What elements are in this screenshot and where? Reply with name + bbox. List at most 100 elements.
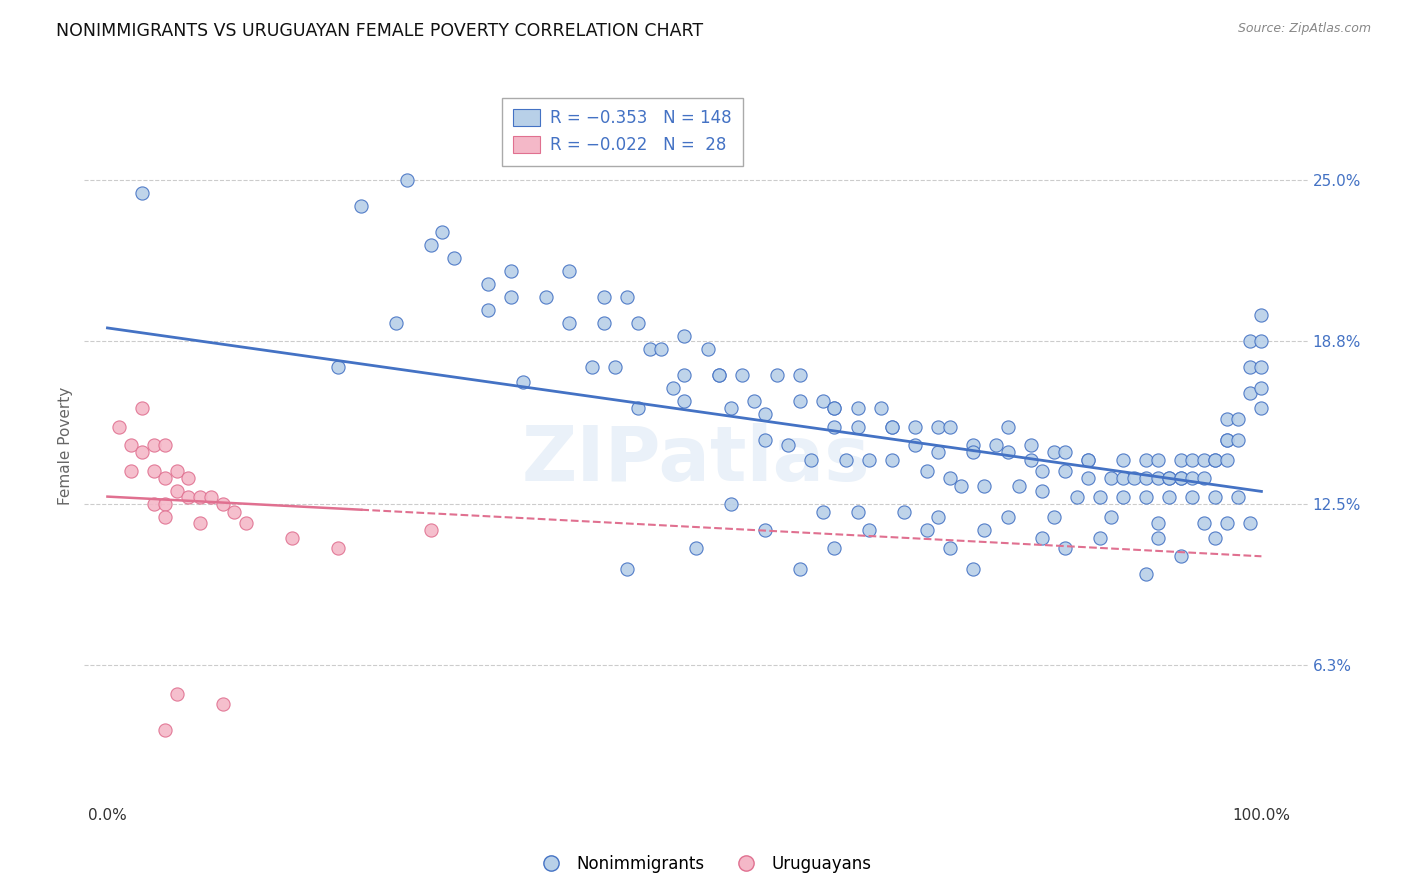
Text: Source: ZipAtlas.com: Source: ZipAtlas.com	[1237, 22, 1371, 36]
Point	[1088, 531, 1111, 545]
Point	[1170, 471, 1192, 485]
Point	[605, 359, 627, 374]
Point	[200, 490, 222, 504]
Point	[1146, 471, 1168, 485]
Point	[1099, 510, 1122, 524]
Point	[1031, 531, 1053, 545]
Point	[396, 173, 419, 187]
Point	[882, 419, 904, 434]
Point	[997, 445, 1019, 459]
Point	[997, 419, 1019, 434]
Point	[166, 687, 188, 701]
Point	[846, 419, 869, 434]
Point	[869, 401, 891, 416]
Point	[927, 419, 949, 434]
Point	[1112, 453, 1135, 467]
Point	[1146, 453, 1168, 467]
Point	[1239, 359, 1261, 374]
Point	[477, 302, 499, 317]
Point	[1204, 453, 1226, 467]
Point	[846, 401, 869, 416]
Point	[1135, 567, 1157, 582]
Point	[754, 524, 776, 538]
Point	[477, 277, 499, 291]
Point	[1192, 471, 1215, 485]
Point	[512, 376, 534, 390]
Point	[1008, 479, 1031, 493]
Point	[558, 316, 581, 330]
Point	[1170, 471, 1192, 485]
Point	[1250, 401, 1272, 416]
Point	[211, 497, 233, 511]
Point	[789, 562, 811, 576]
Point	[166, 484, 188, 499]
Point	[997, 510, 1019, 524]
Point	[823, 419, 845, 434]
Point	[1099, 471, 1122, 485]
Point	[224, 505, 246, 519]
Point	[1112, 471, 1135, 485]
Point	[120, 438, 142, 452]
Point	[142, 438, 165, 452]
Point	[835, 453, 858, 467]
Point	[430, 225, 453, 239]
Point	[962, 438, 984, 452]
Point	[915, 524, 938, 538]
Point	[1216, 433, 1239, 447]
Point	[823, 401, 845, 416]
Point	[707, 368, 730, 382]
Point	[1054, 541, 1077, 556]
Point	[419, 524, 441, 538]
Point	[592, 316, 614, 330]
Point	[188, 490, 211, 504]
Point	[1204, 490, 1226, 504]
Point	[742, 393, 765, 408]
Point	[1216, 411, 1239, 425]
Point	[720, 497, 742, 511]
Point	[1192, 516, 1215, 530]
Point	[1216, 516, 1239, 530]
Point	[1159, 471, 1181, 485]
Point	[1250, 308, 1272, 322]
Point	[328, 359, 350, 374]
Point	[707, 368, 730, 382]
Point	[893, 505, 915, 519]
Point	[1204, 453, 1226, 467]
Point	[754, 407, 776, 421]
Point	[166, 464, 188, 478]
Point	[1135, 453, 1157, 467]
Point	[153, 497, 176, 511]
Point	[1250, 359, 1272, 374]
Point	[153, 471, 176, 485]
Point	[1019, 453, 1042, 467]
Point	[131, 186, 153, 200]
Legend: R = −0.353   N = 148, R = −0.022   N =  28: R = −0.353 N = 148, R = −0.022 N = 28	[502, 97, 744, 166]
Point	[811, 393, 834, 408]
Point	[627, 401, 650, 416]
Point	[1031, 464, 1053, 478]
Point	[1250, 334, 1272, 348]
Point	[673, 393, 696, 408]
Point	[939, 541, 962, 556]
Point	[281, 531, 304, 545]
Point	[627, 316, 650, 330]
Point	[673, 328, 696, 343]
Point	[108, 419, 131, 434]
Point	[211, 697, 233, 711]
Point	[1042, 445, 1064, 459]
Point	[811, 505, 834, 519]
Point	[823, 541, 845, 556]
Point	[765, 368, 787, 382]
Point	[882, 453, 904, 467]
Point	[581, 359, 603, 374]
Point	[419, 238, 441, 252]
Text: ZIPatlas: ZIPatlas	[522, 424, 870, 497]
Point	[153, 438, 176, 452]
Point	[789, 393, 811, 408]
Point	[120, 464, 142, 478]
Point	[984, 438, 1007, 452]
Point	[1239, 385, 1261, 400]
Point	[1088, 490, 1111, 504]
Point	[673, 368, 696, 382]
Point	[1216, 433, 1239, 447]
